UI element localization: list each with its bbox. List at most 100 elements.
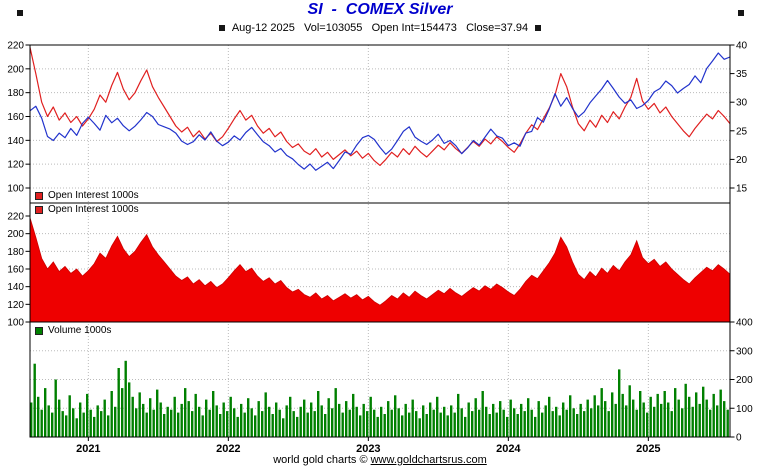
volume-bar	[369, 396, 372, 438]
volume-bar	[250, 408, 253, 438]
volume-bar	[499, 401, 502, 437]
volume-bar	[607, 411, 610, 437]
volume-bar	[576, 414, 579, 437]
axis-label: 15	[736, 184, 748, 195]
volume-bar	[233, 408, 236, 438]
volume-bar	[663, 391, 666, 437]
axis-label: 160	[7, 265, 24, 276]
volume-bar	[124, 360, 127, 437]
volume-bar	[394, 395, 397, 437]
title-handle-left	[17, 10, 23, 16]
volume-bar	[373, 409, 376, 437]
volume-bar	[614, 403, 617, 437]
volume-bar	[555, 406, 558, 437]
volume-bar	[593, 395, 596, 437]
volume-bar	[191, 411, 194, 437]
volume-bar	[54, 379, 57, 437]
volume-bar	[271, 414, 274, 437]
volume-bar	[348, 409, 351, 437]
axis-label: 180	[7, 247, 24, 258]
volume-bar	[180, 403, 183, 437]
legend-swatch-red-2	[35, 205, 43, 214]
volume-bar	[205, 399, 208, 437]
volume-bar	[635, 409, 638, 437]
axis-label: 100	[7, 184, 24, 195]
footer-link[interactable]: www.goldchartsrus.com	[370, 454, 487, 466]
volume-bar	[590, 408, 593, 438]
volume-bar	[117, 368, 120, 437]
volume-bar	[229, 396, 232, 438]
volume-bar	[523, 411, 526, 437]
volume-bar	[443, 406, 446, 437]
volume-bar	[380, 406, 383, 437]
volume-bar	[495, 412, 498, 437]
axis-label: 180	[7, 88, 24, 99]
volume-bar	[338, 403, 341, 437]
volume-bar	[166, 406, 169, 437]
volume-bar	[236, 416, 239, 437]
volume-bar	[474, 398, 477, 437]
volume-bar	[527, 398, 530, 437]
subtitle-handle-left	[218, 25, 225, 31]
volume-bar	[261, 411, 264, 437]
volume-bar	[362, 403, 365, 437]
outer-border	[29, 44, 731, 438]
volume-bar	[201, 415, 204, 437]
volume-bar	[422, 405, 425, 437]
volume-bar	[639, 391, 642, 437]
year-label: 2024	[496, 443, 521, 455]
subtitle-handle-right	[535, 25, 542, 31]
axis-label: 220	[7, 212, 24, 223]
axis-label: 30	[736, 98, 748, 109]
volume-bar	[712, 393, 715, 437]
volume-bar	[320, 405, 323, 437]
volume-bar	[278, 409, 281, 437]
volume-bar	[548, 396, 551, 438]
subtitle-row: Aug-12 2025 Vol=103055 Open Int=154473 C…	[0, 22, 760, 34]
volume-bar	[467, 402, 470, 437]
volume-bar	[681, 408, 684, 438]
volume-bar	[705, 399, 708, 437]
volume-bar	[471, 411, 474, 437]
volume-bar	[121, 388, 124, 437]
axis-label: 200	[7, 229, 24, 240]
volume-bar	[506, 416, 509, 437]
axis-label: 100	[7, 318, 24, 329]
volume-bar	[404, 403, 407, 437]
volume-bar	[170, 409, 173, 437]
volume-bar	[656, 393, 659, 437]
volume-bar	[446, 415, 449, 437]
volume-bar	[376, 416, 379, 437]
volume-bar	[37, 396, 40, 438]
volume-bar	[135, 408, 138, 438]
volume-bar	[313, 411, 316, 437]
axis-label: 140	[7, 136, 24, 147]
volume-bar	[282, 418, 285, 437]
volume-bar	[464, 416, 467, 437]
title-handle-right	[738, 10, 744, 16]
volume-bar	[257, 401, 260, 437]
volume-bar	[597, 405, 600, 437]
footer: world gold charts © www.goldchartsrus.co…	[0, 454, 760, 466]
year-label: 2021	[76, 443, 100, 455]
volume-bar	[565, 409, 568, 437]
chart-subtitle: Aug-12 2025 Vol=103055 Open Int=154473 C…	[231, 22, 529, 34]
axis-label: 140	[7, 282, 24, 293]
volume-bar	[114, 406, 117, 437]
legend-swatch-green	[35, 326, 43, 335]
volume-bar	[646, 412, 649, 437]
volume-bar	[586, 399, 589, 437]
legend-open-interest-top: Open Interest 1000s	[35, 190, 139, 201]
volume-bar	[86, 393, 89, 437]
volume-bar	[716, 405, 719, 437]
volume-bar	[264, 392, 267, 437]
volume-bar	[222, 402, 225, 437]
volume-bar	[215, 405, 218, 437]
axis-label: 200	[7, 64, 24, 75]
volume-bar	[558, 415, 561, 437]
footer-text: world gold charts ©	[273, 454, 371, 466]
volume-bar	[100, 411, 103, 437]
volume-bar	[625, 405, 628, 437]
volume-bar	[89, 409, 92, 437]
volume-bar	[184, 388, 187, 437]
